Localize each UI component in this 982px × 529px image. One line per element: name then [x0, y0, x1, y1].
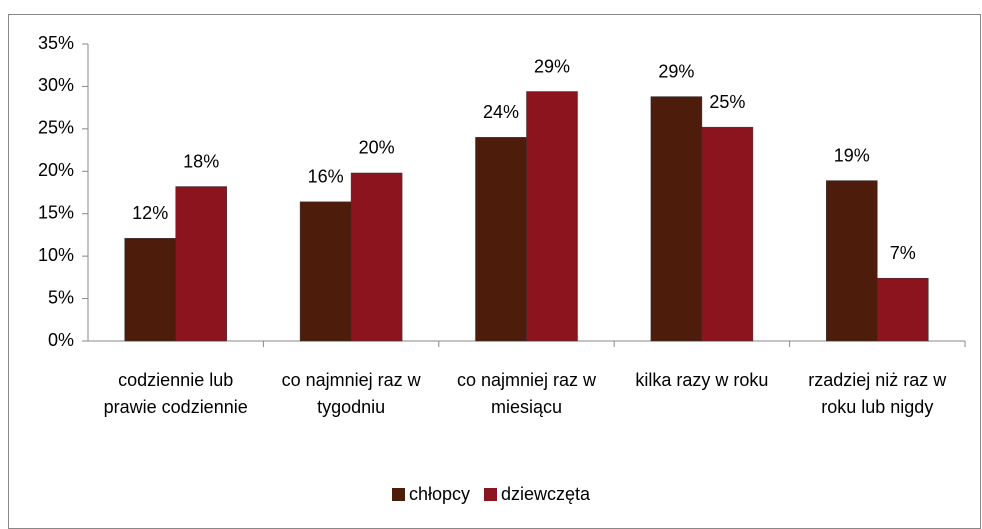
data-label: 18%: [183, 151, 219, 171]
x-tick-label: codziennie lub prawie codziennie: [103, 370, 248, 417]
bar: [350, 172, 403, 342]
bar: [475, 137, 527, 342]
x-tick-label: co najmniej raz w tygodniu: [281, 370, 421, 417]
data-label: 12%: [132, 203, 168, 223]
data-label: 16%: [308, 167, 344, 187]
y-tick-label: 30%: [38, 75, 74, 95]
legend-item: chłopcy: [391, 484, 470, 505]
bar: [877, 277, 929, 342]
bar: [526, 91, 578, 342]
bar: [299, 201, 352, 342]
data-label: 19%: [834, 145, 870, 165]
y-tick-label: 5%: [48, 287, 74, 307]
y-tick-label: 10%: [38, 245, 74, 265]
bar: [175, 186, 227, 342]
data-label: 25%: [709, 92, 745, 112]
y-tick-label: 15%: [38, 202, 74, 222]
y-tick-label: 25%: [38, 118, 74, 138]
data-label: 7%: [890, 243, 916, 263]
x-tick-label: rzadziej niż raz w roku lub nigdy: [808, 370, 947, 417]
x-tick-label: co najmniej raz w miesiącu: [456, 370, 597, 417]
data-label: 29%: [658, 61, 694, 81]
bar: [826, 180, 878, 342]
legend-label: dziewczęta: [500, 484, 591, 504]
data-label: 20%: [359, 138, 395, 158]
bar: [701, 126, 754, 342]
y-tick-label: 20%: [38, 160, 74, 180]
legend-swatch: [483, 488, 497, 501]
y-tick-label: 35%: [38, 33, 74, 53]
legend-label: chłopcy: [408, 484, 470, 504]
data-label: 24%: [483, 102, 519, 122]
y-tick-label: 0%: [48, 330, 74, 350]
x-tick-label: kilka razy w roku: [635, 370, 769, 390]
legend-swatch: [391, 488, 405, 501]
bar: [650, 96, 703, 342]
bar: [124, 238, 176, 342]
legend: chłopcy dziewczęta: [0, 484, 982, 505]
data-label: 29%: [534, 56, 570, 76]
legend-item: dziewczęta: [483, 484, 591, 505]
